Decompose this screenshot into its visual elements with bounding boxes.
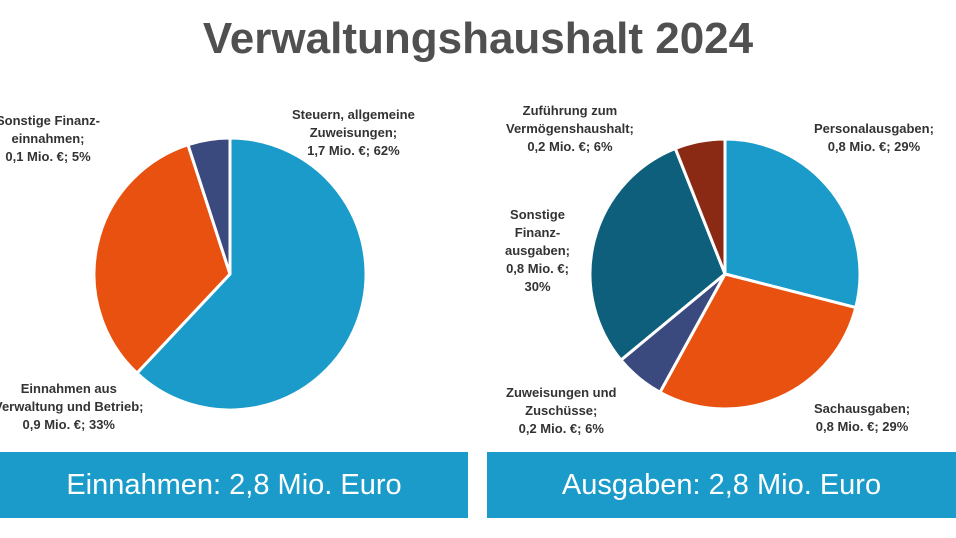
pie-0-slice-1 (92, 142, 232, 376)
pie-1-slice-1 (657, 272, 858, 411)
label-zufuehrung: Zuführung zum Vermögenshaushalt; 0,2 Mio. … (506, 103, 634, 154)
label-sachausgaben: Sachausgaben; 0,8 Mio. €; 29% (814, 401, 911, 434)
ausgaben-banner: Ausgaben: 2,8 Mio. Euro (487, 452, 956, 518)
pie-1-slice-3 (588, 146, 727, 363)
label-sonstige-finanzeinnahmen: Sonstige Finanz-einnahmen; 0,1 Mio. €; 5% (0, 113, 100, 164)
pie-0-slice-2 (186, 136, 232, 275)
label-steuern: Steuern, allgemeine Zuweisungen; 1,7 Mio. … (292, 107, 415, 158)
label-sonstige-finanzausgaben: Sonstige Finanz-ausgaben; 0,8 Mio. €; 30% (505, 207, 571, 294)
label-einnahmen-verwaltung: Einnahmen aus Verwaltung und Betrieb; 0,9 … (0, 381, 144, 432)
pie-1-slice-4 (673, 137, 727, 275)
pie-0-slice-0 (134, 136, 368, 412)
einnahmen-banner: Einnahmen: 2,8 Mio. Euro (0, 452, 468, 518)
label-zuweisungen: Zuweisungen und Zuschüsse; 0,2 Mio. €; 6% (506, 385, 617, 436)
pie-1-slice-0 (723, 137, 862, 310)
chart-title: Verwaltungshaushalt 2024 (202, 14, 754, 63)
label-personalausgaben: Personalausgaben; 0,8 Mio. €; 29% (814, 121, 934, 154)
